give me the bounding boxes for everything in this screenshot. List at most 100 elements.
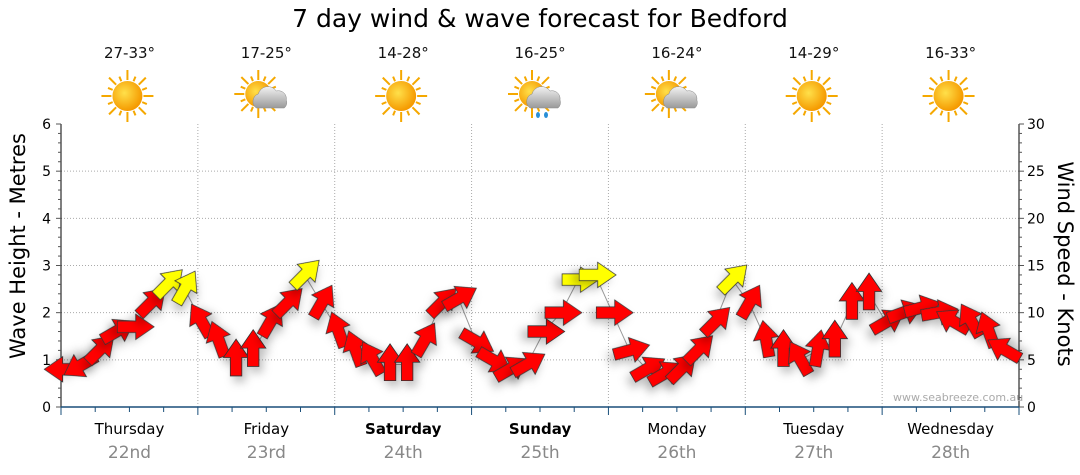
y-tick-label-right: 0	[1027, 400, 1036, 416]
sun-ray	[381, 87, 387, 91]
y-tick-label-right: 15	[1027, 259, 1045, 275]
sun-ray	[929, 106, 938, 116]
sun-ray	[381, 101, 387, 105]
day-date: 24th	[383, 443, 423, 463]
sun-ray	[406, 110, 411, 116]
sun-ray	[802, 76, 807, 82]
wind-arrow	[376, 343, 404, 382]
wind-arrow	[681, 335, 714, 367]
wind-arrow	[788, 341, 815, 378]
wind-arrow	[527, 318, 566, 345]
wind-arrow	[987, 337, 1024, 364]
day-date: 25th	[520, 443, 560, 463]
wind-arrow	[716, 264, 748, 296]
sun-ray	[382, 76, 391, 86]
cloud-shape	[252, 86, 288, 109]
wind-arrow	[804, 329, 832, 368]
wind-arrow	[578, 261, 617, 289]
day-name: Thursday	[94, 420, 165, 438]
sun-ray	[118, 76, 123, 82]
y-tick-label-left: 4	[42, 211, 51, 227]
sun-ray	[262, 76, 267, 82]
day-temperature: 16-25°	[514, 44, 566, 62]
sun-ray	[660, 106, 665, 112]
sun-ray	[406, 76, 411, 82]
sun-disc	[386, 81, 417, 111]
sun-ray	[536, 76, 541, 82]
sun-ray	[240, 98, 246, 103]
y-tick-label-left: 3	[42, 259, 51, 275]
sun-ray	[826, 101, 832, 105]
sun-ray	[240, 76, 250, 85]
wind-arrow	[171, 270, 198, 307]
sunny-icon	[101, 70, 154, 122]
wind-arrow	[116, 313, 155, 341]
cloud-shape	[526, 86, 561, 109]
sun-ray	[826, 87, 832, 91]
sun-ray	[514, 76, 523, 85]
wind-arrow	[855, 272, 883, 311]
y-tick-label-left: 6	[42, 117, 51, 133]
sun-ray	[138, 106, 147, 116]
sun-ray	[138, 76, 147, 86]
showers-icon	[508, 70, 561, 118]
sun-ray	[250, 76, 254, 82]
sun-ray	[959, 76, 968, 86]
day-temperature: 16-33°	[925, 44, 977, 62]
sun-ray	[650, 98, 657, 103]
watermark[interactable]: www.seabreeze.com.au	[893, 391, 1024, 404]
wind-arrow	[509, 351, 546, 379]
sun-ray	[792, 76, 802, 86]
sun-ray	[108, 106, 117, 116]
wind-arrow	[612, 336, 651, 363]
y-axis-label-right: Wind Speed - Knots	[1053, 161, 1077, 367]
sun-ray	[523, 76, 528, 82]
wind-arrow	[288, 259, 320, 291]
y-tick-label-right: 30	[1027, 117, 1045, 133]
y-tick-label-left: 1	[42, 353, 51, 369]
wind-arrow	[821, 319, 849, 358]
sun-ray	[650, 85, 657, 90]
day-date: 28th	[931, 443, 971, 463]
sun-ray	[939, 76, 944, 82]
sun-ray	[392, 76, 396, 82]
sun-ray	[673, 76, 678, 82]
sun-ray	[651, 103, 660, 112]
day-temperature: 16-24°	[651, 44, 703, 62]
sun-ray	[108, 76, 117, 86]
sun-disc	[933, 81, 964, 111]
sun-ray	[132, 110, 137, 116]
sunny-icon	[922, 70, 975, 122]
sun-ray	[411, 106, 421, 116]
sun-ray	[514, 85, 520, 90]
day-temperature: 27-33°	[103, 44, 156, 62]
sun-ray	[392, 110, 396, 116]
sun-ray	[107, 87, 114, 91]
wind-arrow	[752, 319, 780, 359]
sun-ray	[792, 106, 802, 116]
sun-ray	[939, 110, 944, 116]
day-name: Friday	[243, 420, 290, 438]
day-temperature: 14-28°	[377, 44, 429, 62]
y-tick-label-right: 20	[1027, 211, 1045, 227]
day-date: 22nd	[107, 443, 152, 463]
rain-drop	[544, 112, 548, 118]
day-name: Saturday	[365, 420, 442, 438]
wind-arrow	[699, 306, 731, 339]
sun-ray	[816, 76, 821, 82]
sun-ray	[107, 101, 114, 105]
day-temperature: 17-25°	[240, 44, 292, 62]
day-temperature: 14-29°	[788, 44, 840, 62]
day-date: 23rd	[246, 443, 286, 463]
y-tick-label-right: 5	[1027, 353, 1036, 369]
sun-ray	[514, 98, 520, 103]
sun-ray	[816, 110, 821, 116]
day-name: Tuesday	[783, 420, 845, 438]
sun-ray	[141, 87, 148, 91]
sun-ray	[660, 76, 665, 82]
wind-arrow	[239, 328, 267, 367]
sun-ray	[791, 87, 798, 91]
day-date: 26th	[657, 443, 697, 463]
